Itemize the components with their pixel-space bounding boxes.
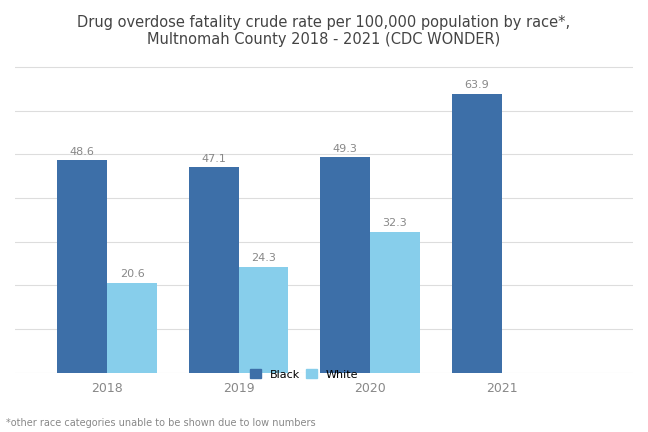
Text: 20.6: 20.6 — [120, 269, 145, 279]
Bar — [107, 283, 157, 373]
Text: *other race categories unable to be shown due to low numbers: *other race categories unable to be show… — [6, 418, 316, 428]
Text: 24.3: 24.3 — [251, 253, 276, 263]
Text: 63.9: 63.9 — [464, 80, 489, 90]
Bar — [370, 232, 420, 373]
Title: Drug overdose fatality crude rate per 100,000 population by race*,
Multnomah Cou: Drug overdose fatality crude rate per 10… — [78, 15, 570, 48]
Text: 48.6: 48.6 — [69, 147, 95, 157]
Text: 32.3: 32.3 — [382, 218, 408, 228]
Bar — [452, 94, 502, 373]
Bar — [320, 157, 370, 373]
Bar — [238, 267, 288, 373]
Bar — [57, 160, 107, 373]
Bar — [189, 167, 238, 373]
Text: 47.1: 47.1 — [201, 153, 226, 164]
Legend: Black, White: Black, White — [250, 369, 358, 380]
Text: 49.3: 49.3 — [332, 144, 358, 154]
